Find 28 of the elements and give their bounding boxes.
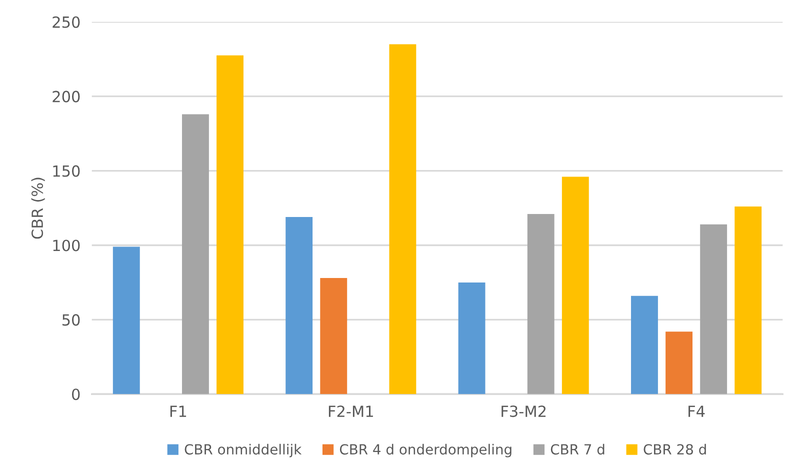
y-tick-label: 100 (53, 240, 80, 252)
bar (216, 55, 244, 394)
bar (458, 282, 486, 394)
y-tick-label: 50 (62, 314, 80, 326)
y-tick-label: 250 (52, 16, 80, 28)
bar (666, 332, 692, 394)
x-tick-label: F3-M2 (502, 406, 546, 418)
bar (320, 278, 348, 394)
bar (389, 44, 416, 394)
x-tick-label: F4 (688, 406, 705, 417)
legend-label: CBR onmiddellijk (184, 444, 302, 458)
bar (527, 214, 554, 394)
y-axis-title: CBR (%) (31, 178, 45, 239)
legend-label: CBR 28 d (644, 444, 706, 455)
bar (112, 246, 140, 394)
legend-label: CBR 7 d (550, 444, 604, 455)
y-tick-label: 150 (53, 165, 80, 177)
bar (700, 224, 728, 394)
bar (631, 296, 658, 394)
x-tick-label: F2-M1 (328, 406, 373, 417)
y-tick-label: 0 (72, 388, 80, 400)
bar (286, 216, 313, 394)
bar (734, 206, 762, 394)
x-tick-label: F1 (170, 406, 186, 417)
y-tick-label: 200 (52, 90, 80, 102)
bar (562, 176, 589, 394)
legend-label: CBR 4 d onderdompeling (340, 444, 512, 458)
bar (182, 114, 209, 394)
